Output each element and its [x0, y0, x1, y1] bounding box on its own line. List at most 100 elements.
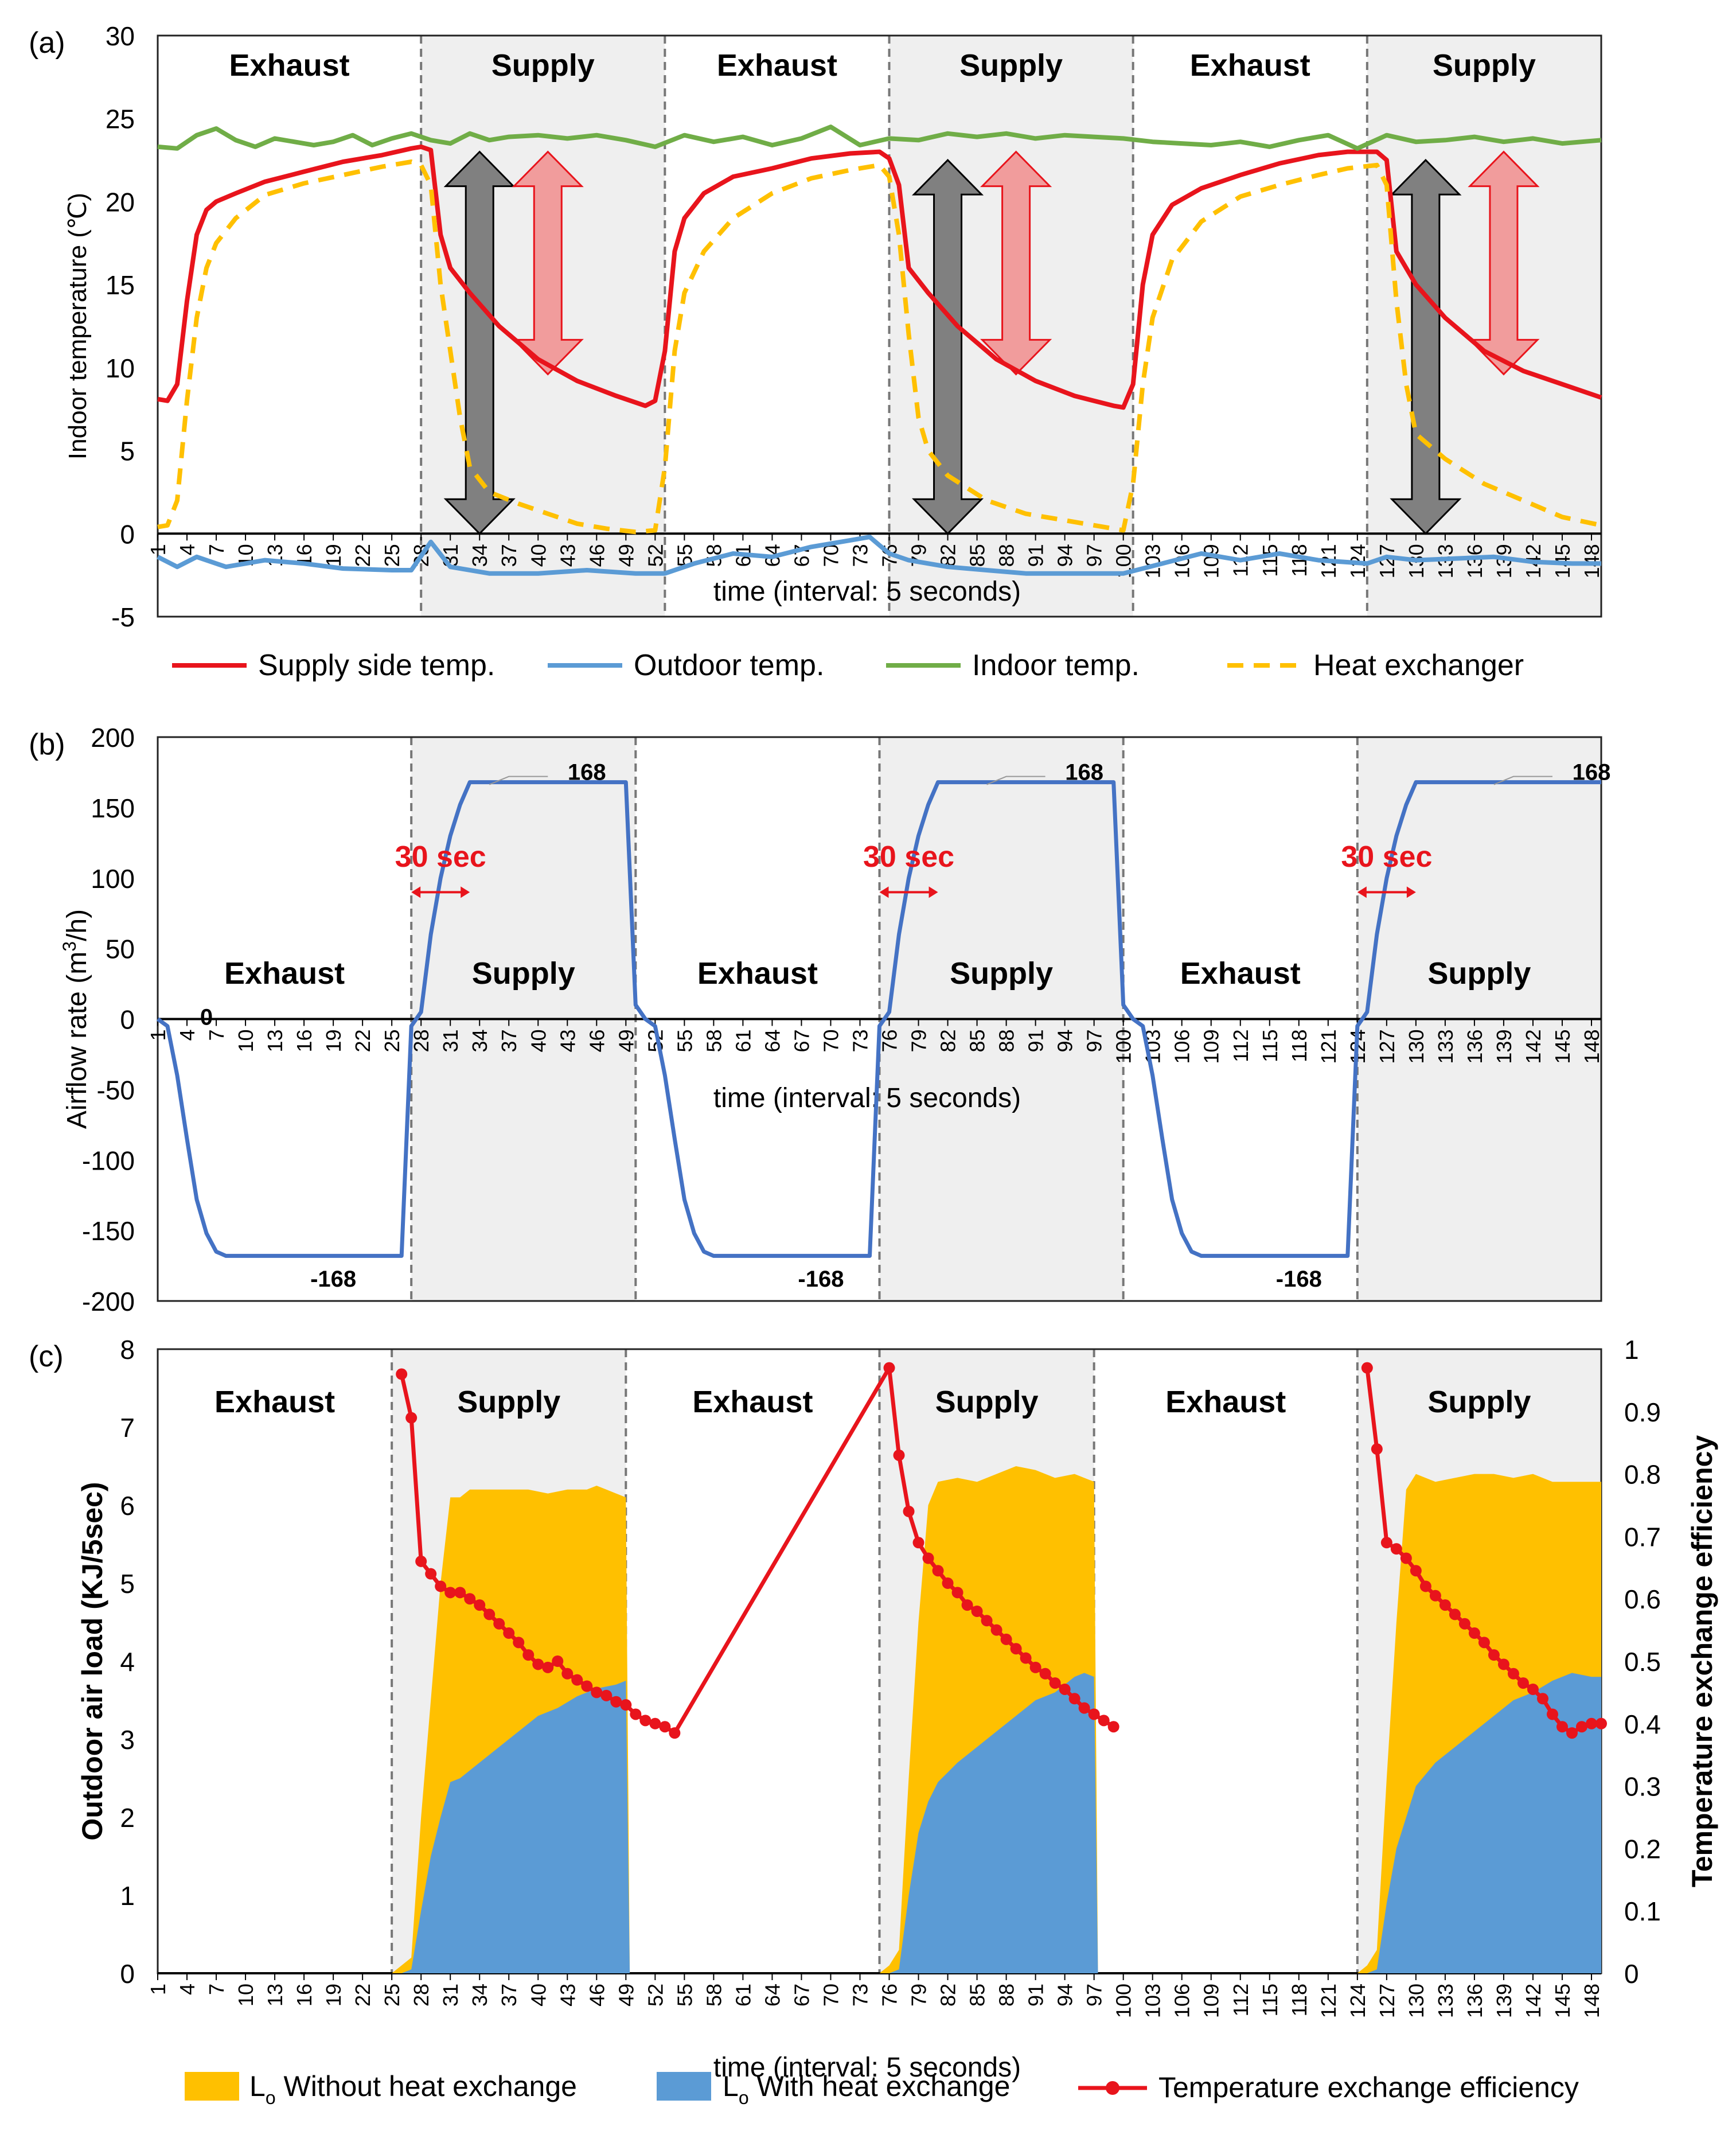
- x-tick-label: 100: [1112, 1984, 1136, 2018]
- x-tick-label: 55: [673, 1984, 696, 2007]
- efficiency-marker: [1068, 1693, 1080, 1705]
- y-tick-label: -50: [97, 1075, 135, 1105]
- efficiency-marker: [425, 1568, 437, 1580]
- efficiency-marker: [1429, 1590, 1441, 1602]
- efficiency-marker: [1546, 1708, 1558, 1720]
- y2-axis-title: Temperature exchange efficiency: [1686, 1435, 1718, 1887]
- x-tick-label: 109: [1200, 544, 1223, 578]
- x-tick-label: 19: [322, 1984, 345, 2007]
- duration-arrow-head: [411, 886, 421, 898]
- phase-label-supply: Supply: [950, 956, 1053, 991]
- x-tick-label: 88: [995, 1030, 1019, 1053]
- efficiency-marker: [1049, 1677, 1061, 1689]
- red-double-arrow: [980, 150, 1052, 376]
- x-tick-label: 40: [526, 1030, 550, 1053]
- y-tick-label: 5: [120, 1569, 135, 1599]
- efficiency-marker: [435, 1580, 447, 1592]
- x-tick-label: 85: [966, 1030, 989, 1053]
- x-tick-label: 115: [1258, 544, 1282, 576]
- efficiency-marker: [893, 1449, 905, 1461]
- series-line-outdoor-temp-: [157, 535, 1601, 576]
- y2-tick-label: 0.4: [1624, 1709, 1661, 1739]
- efficiency-marker: [932, 1565, 944, 1577]
- phase-label-supply: Supply: [935, 1385, 1039, 1419]
- efficiency-marker: [1556, 1721, 1568, 1733]
- panel-a: (a) Exhaust Supply Exhaust Supply Exhaust Supp…: [29, 21, 1604, 682]
- duration-label: 30 sec: [1341, 840, 1432, 874]
- data-label-min: -168: [1276, 1267, 1322, 1292]
- x-tick-label: 4: [175, 1030, 199, 1041]
- x-tick-label: 40: [526, 544, 550, 567]
- legend-label: Lo Without heat exchange: [249, 2070, 577, 2108]
- duration-arrow-head: [1357, 886, 1367, 898]
- y-tick-label: 0: [120, 1005, 135, 1035]
- x-tick-label: 70: [819, 544, 842, 567]
- y-tick-label: -150: [82, 1216, 135, 1246]
- x-tick-label: 70: [819, 1030, 842, 1053]
- x-tick-label: 133: [1434, 1984, 1457, 2018]
- efficiency-marker: [981, 1615, 993, 1627]
- efficiency-marker: [1361, 1362, 1373, 1374]
- efficiency-marker: [1010, 1643, 1022, 1655]
- efficiency-marker: [1575, 1721, 1587, 1733]
- phase-label-exhaust: Exhaust: [1180, 956, 1301, 991]
- phase-label-exhaust: Exhaust: [224, 956, 345, 991]
- legend-label-sub: o: [739, 2087, 749, 2108]
- x-tick-label: 67: [790, 1030, 813, 1053]
- y2-tick-label: 0.3: [1624, 1772, 1661, 1802]
- x-tick-label: 136: [1463, 1030, 1487, 1064]
- x-tick-label: 52: [643, 544, 667, 567]
- efficiency-marker: [922, 1552, 934, 1564]
- y-tick-label: 3: [120, 1725, 135, 1755]
- efficiency-marker: [1458, 1618, 1470, 1630]
- y-tick-label: 1: [120, 1881, 135, 1911]
- x-tick-label: 22: [351, 544, 374, 567]
- x-tick-label: 142: [1522, 1030, 1545, 1064]
- efficiency-marker: [542, 1661, 554, 1673]
- efficiency-marker: [1000, 1633, 1012, 1645]
- x-tick-label: 34: [468, 1984, 491, 2007]
- y-tick-label: 25: [106, 104, 135, 134]
- x-tick-label: 130: [1405, 1984, 1428, 2018]
- x-tick-label: 31: [439, 1984, 462, 2007]
- x-tick-label: 115: [1258, 1030, 1282, 1062]
- x-tick-label: 103: [1141, 1984, 1165, 2018]
- duration-arrow-head: [879, 886, 889, 898]
- efficiency-marker: [1439, 1599, 1451, 1611]
- legend-swatch: [657, 2072, 711, 2101]
- x-tick-label: 136: [1463, 544, 1487, 578]
- x-tick-label: 91: [1024, 544, 1048, 567]
- area-without-heat-exchange: [392, 1466, 1602, 1973]
- y-tick-label: 200: [91, 723, 135, 753]
- x-tick-label: 94: [1054, 1030, 1077, 1053]
- efficiency-marker: [1419, 1580, 1431, 1592]
- efficiency-marker: [522, 1649, 535, 1661]
- x-tick-label: 124: [1346, 1984, 1370, 2018]
- panel-label: (b): [29, 728, 65, 761]
- y-tick-label: 7: [120, 1413, 135, 1443]
- x-tick-label: 28: [409, 1030, 433, 1053]
- x-tick-label: 43: [556, 544, 579, 567]
- efficiency-marker: [396, 1368, 408, 1380]
- panel-label: (a): [29, 26, 65, 60]
- x-tick-label: 1: [146, 1984, 170, 1995]
- x-tick-label: 1: [146, 544, 170, 555]
- efficiency-marker: [971, 1605, 983, 1617]
- x-tick-label: 67: [790, 1984, 813, 2007]
- x-tick-label: 46: [585, 544, 608, 567]
- efficiency-marker: [513, 1637, 525, 1649]
- phase-label-supply: Supply: [1427, 956, 1531, 991]
- phase-label-exhaust: Exhaust: [214, 1385, 335, 1419]
- x-tick-label: 25: [380, 1984, 404, 2007]
- efficiency-marker: [951, 1587, 963, 1599]
- efficiency-marker: [1566, 1727, 1578, 1739]
- y-axis-title-end: /h): [62, 909, 92, 941]
- x-tick-label: 49: [614, 1984, 638, 2007]
- efficiency-marker: [610, 1696, 622, 1708]
- x-tick-label: 49: [614, 1030, 638, 1053]
- efficiency-marker: [649, 1717, 661, 1729]
- x-tick-label: 148: [1580, 544, 1604, 578]
- efficiency-marker: [1536, 1693, 1548, 1705]
- x-tick-label: 64: [760, 1030, 784, 1053]
